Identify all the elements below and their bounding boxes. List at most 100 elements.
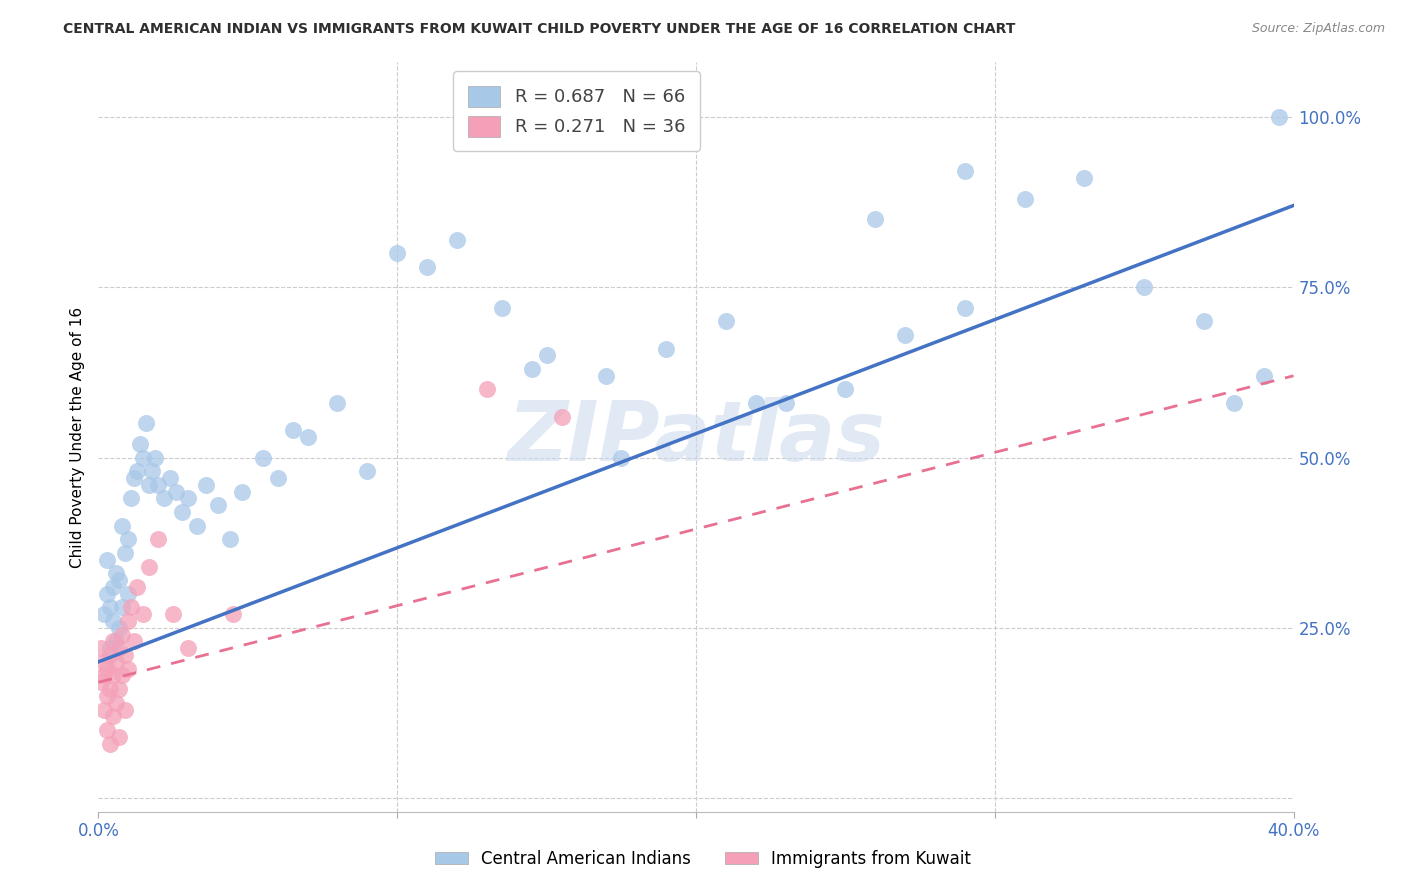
Point <box>114 546 136 560</box>
Point <box>714 314 737 328</box>
Point <box>93 655 115 669</box>
Point <box>96 662 118 676</box>
Point <box>93 668 115 682</box>
Point <box>124 471 146 485</box>
Point <box>127 464 149 478</box>
Point <box>195 477 218 491</box>
Point <box>172 505 194 519</box>
Legend: Central American Indians, Immigrants from Kuwait: Central American Indians, Immigrants fro… <box>427 844 979 875</box>
Point <box>103 668 125 682</box>
Point <box>326 396 349 410</box>
Point <box>177 491 200 506</box>
Y-axis label: Child Poverty Under the Age of 16: Child Poverty Under the Age of 16 <box>69 307 84 567</box>
Point <box>98 641 122 656</box>
Point <box>953 164 976 178</box>
Point <box>143 450 166 465</box>
Point <box>177 641 200 656</box>
Point <box>446 233 468 247</box>
Text: Source: ZipAtlas.com: Source: ZipAtlas.com <box>1251 22 1385 36</box>
Point <box>103 580 125 594</box>
Point <box>165 484 187 499</box>
Point <box>96 587 118 601</box>
Point <box>356 464 378 478</box>
Point <box>1223 396 1246 410</box>
Point <box>98 600 122 615</box>
Point <box>297 430 319 444</box>
Point <box>148 533 170 547</box>
Point <box>536 348 558 362</box>
Point <box>108 573 131 587</box>
Point <box>117 587 139 601</box>
Point <box>111 627 134 641</box>
Point <box>98 737 122 751</box>
Point <box>1073 171 1095 186</box>
Point <box>105 566 128 581</box>
Point <box>114 702 136 716</box>
Point <box>207 498 229 512</box>
Point <box>138 477 160 491</box>
Point <box>520 362 543 376</box>
Point <box>186 518 208 533</box>
Point <box>267 471 290 485</box>
Point <box>90 675 112 690</box>
Point <box>231 484 253 499</box>
Point <box>416 260 439 274</box>
Point <box>1253 368 1275 383</box>
Point <box>117 533 139 547</box>
Point <box>105 634 128 648</box>
Point <box>98 648 122 662</box>
Point <box>153 491 176 506</box>
Point <box>162 607 184 622</box>
Point <box>745 396 768 410</box>
Point <box>108 730 131 744</box>
Point <box>98 682 122 697</box>
Point <box>595 368 617 383</box>
Text: ZIPatlas: ZIPatlas <box>508 397 884 477</box>
Point <box>475 383 498 397</box>
Point <box>90 641 112 656</box>
Point <box>129 437 152 451</box>
Point <box>834 383 856 397</box>
Point <box>111 668 134 682</box>
Point <box>252 450 274 465</box>
Point <box>138 559 160 574</box>
Point <box>96 723 118 737</box>
Point <box>120 600 142 615</box>
Point <box>120 491 142 506</box>
Point <box>93 702 115 716</box>
Point <box>117 662 139 676</box>
Point <box>103 709 125 723</box>
Point <box>1014 192 1036 206</box>
Point <box>127 580 149 594</box>
Point <box>159 471 181 485</box>
Point <box>550 409 572 424</box>
Point <box>114 648 136 662</box>
Point <box>117 614 139 628</box>
Point <box>105 696 128 710</box>
Point <box>1267 110 1289 124</box>
Point <box>222 607 245 622</box>
Point <box>953 301 976 315</box>
Point <box>1133 280 1156 294</box>
Point <box>148 477 170 491</box>
Point <box>105 655 128 669</box>
Point <box>775 396 797 410</box>
Point <box>610 450 633 465</box>
Point <box>135 417 157 431</box>
Point <box>103 614 125 628</box>
Point <box>385 246 409 260</box>
Point <box>103 634 125 648</box>
Point <box>141 464 163 478</box>
Point <box>111 518 134 533</box>
Text: CENTRAL AMERICAN INDIAN VS IMMIGRANTS FROM KUWAIT CHILD POVERTY UNDER THE AGE OF: CENTRAL AMERICAN INDIAN VS IMMIGRANTS FR… <box>63 22 1015 37</box>
Point <box>132 607 155 622</box>
Point <box>219 533 242 547</box>
Point <box>865 212 887 227</box>
Point <box>1192 314 1215 328</box>
Point <box>108 641 131 656</box>
Point <box>93 607 115 622</box>
Point <box>491 301 513 315</box>
Point <box>894 327 917 342</box>
Point <box>111 600 134 615</box>
Legend: R = 0.687   N = 66, R = 0.271   N = 36: R = 0.687 N = 66, R = 0.271 N = 36 <box>453 71 700 151</box>
